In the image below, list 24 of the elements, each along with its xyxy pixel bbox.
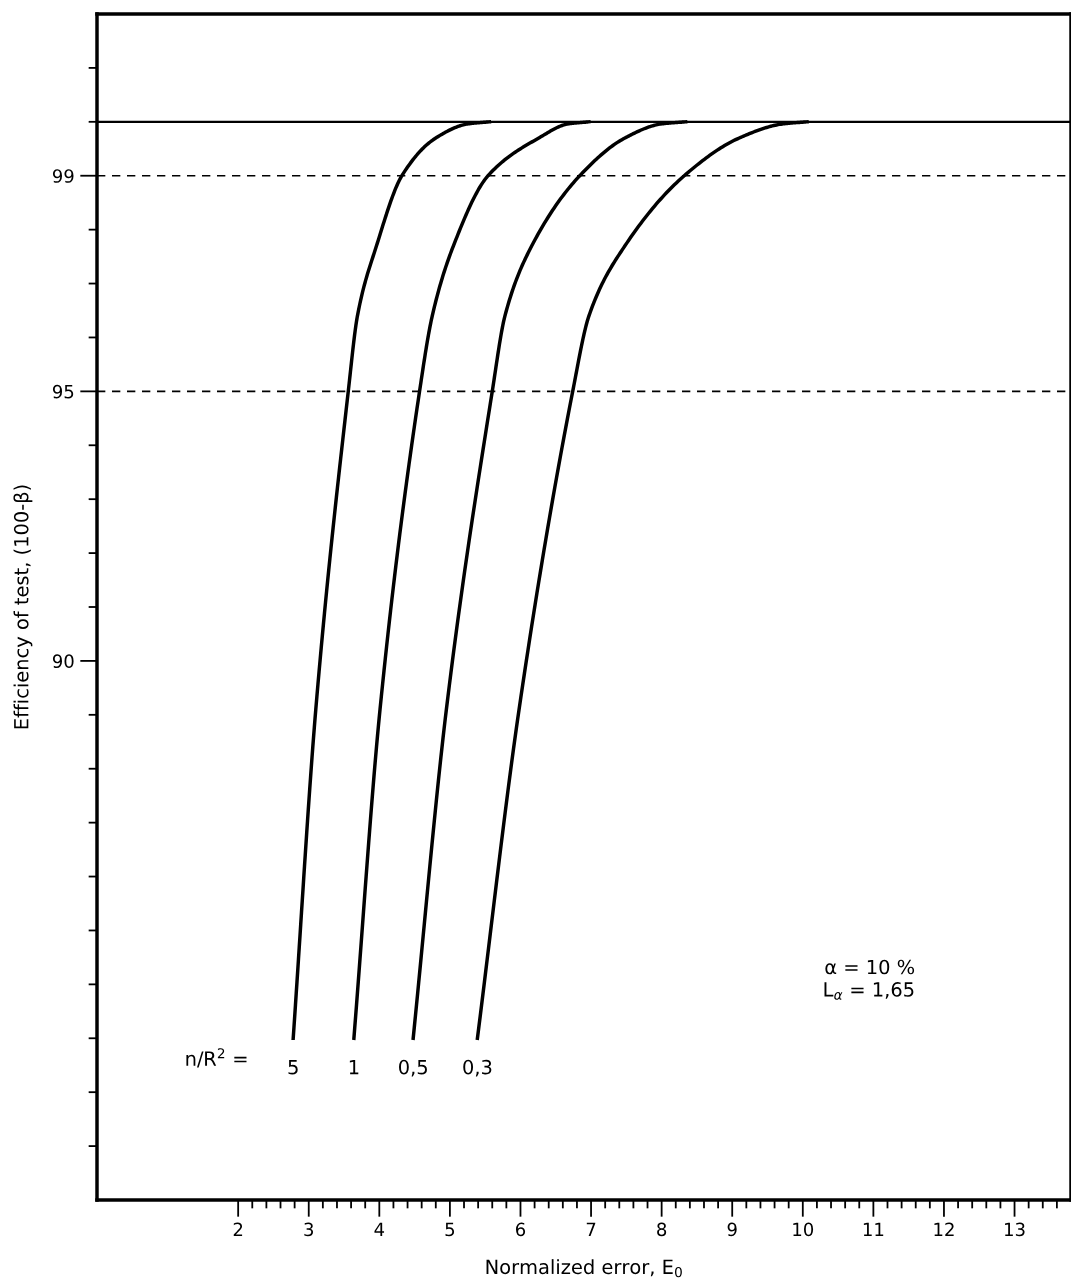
- x-tick-label: 13: [1005, 1222, 1025, 1237]
- x-tick-label: 8: [657, 1222, 667, 1237]
- y-tick-label: 99: [52, 169, 74, 183]
- y-tick-label: 90: [52, 654, 74, 669]
- annotation: 0,5: [399, 1059, 427, 1077]
- x-tick-label: 4: [374, 1222, 385, 1236]
- annotation: n/R$^{2}$ =: [186, 1048, 247, 1068]
- x-tick-label: 11: [863, 1222, 884, 1236]
- annotation: 5: [288, 1060, 298, 1075]
- x-tick-label: 5: [445, 1222, 455, 1237]
- annotation: 0,3: [463, 1059, 492, 1077]
- x-tick-label: 2: [233, 1222, 243, 1236]
- annotation: α = 10 %: [825, 959, 915, 975]
- annotation: L$_{α}$ = 1,65: [824, 982, 914, 1000]
- x-tick-label: 6: [516, 1222, 526, 1237]
- x-tick-label: 7: [586, 1222, 596, 1236]
- x-tick-label: 9: [727, 1222, 737, 1237]
- y-tick-label: 95: [52, 384, 74, 399]
- x-tick-label: 12: [934, 1222, 954, 1236]
- x-tick-label: 3: [304, 1222, 314, 1237]
- x-tick-label: 10: [793, 1222, 814, 1237]
- x-axis-title: Normalized error, E$_{0}$: [486, 1259, 682, 1278]
- annotation: 1: [349, 1060, 359, 1075]
- y-axis-title: Efficiency of test, (100-β): [13, 485, 33, 729]
